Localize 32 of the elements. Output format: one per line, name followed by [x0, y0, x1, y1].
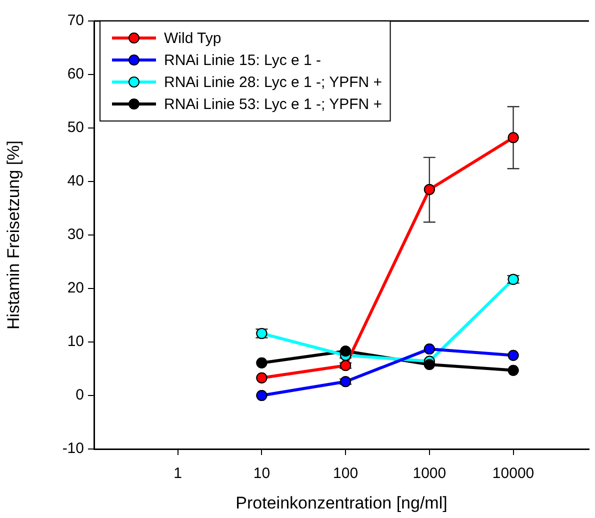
x-tick-label: 1000: [412, 465, 446, 482]
legend-label: RNAi Linie 53: Lyc e 1 -; YPFN +: [164, 96, 382, 114]
y-tick-label: 50: [67, 119, 84, 136]
point: [424, 343, 435, 354]
legend-label: RNAi Linie 15: Lyc e 1 -: [164, 52, 322, 70]
point: [424, 358, 435, 370]
x-tick-label: 10000: [492, 465, 534, 482]
y-tick-label: 70: [67, 12, 84, 30]
x-axis-title: Proteinkonzentration [ng/ml]: [236, 493, 448, 512]
y-tick-label: -10: [62, 440, 84, 458]
point: [508, 364, 519, 376]
y-tick-label: 30: [67, 226, 84, 244]
point: [508, 350, 519, 361]
x-tick-label: 10: [253, 465, 270, 482]
point: [424, 184, 435, 196]
point: [340, 346, 352, 357]
y-tick-label: 0: [76, 386, 84, 404]
legend-label: RNAi Linie 28: Lyc e 1 -; YPFN +: [164, 74, 382, 92]
y-tick-label: 60: [67, 66, 84, 83]
point: [340, 360, 352, 372]
y-tick-label: 10: [67, 333, 84, 350]
point: [340, 376, 352, 388]
x-tick-label: 100: [333, 465, 358, 482]
y-axis-title: Histamin Freisetzung [%]: [4, 140, 23, 330]
point: [508, 132, 519, 144]
point: [256, 390, 268, 401]
x-tick-label: 1: [174, 465, 182, 482]
y-tick-label: 20: [67, 280, 84, 297]
legend-label: Wild Typ: [164, 30, 222, 48]
point: [256, 372, 268, 384]
y-tick-label: 40: [67, 172, 84, 190]
point: [256, 357, 268, 368]
